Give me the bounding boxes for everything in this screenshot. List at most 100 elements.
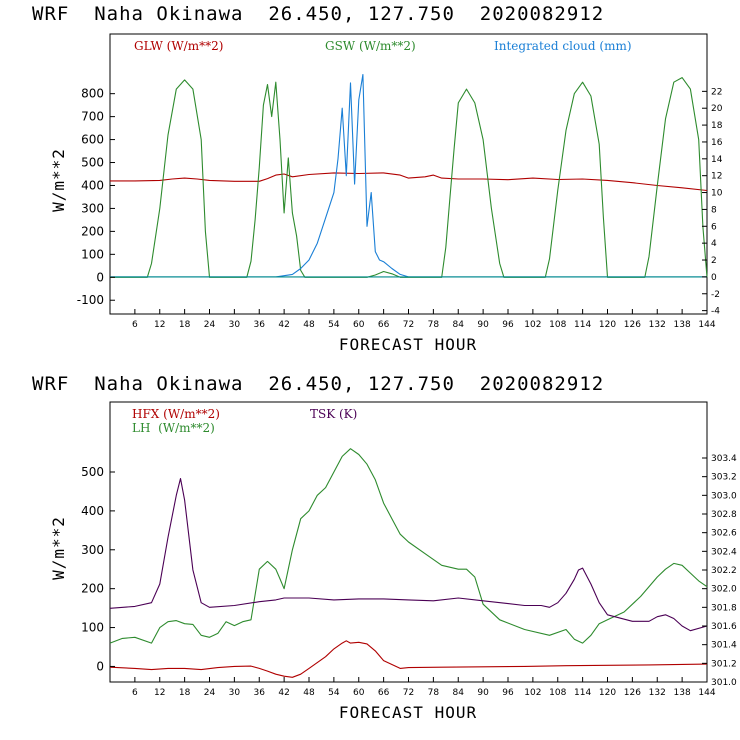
bottom-right-tick-label: 302.8	[711, 510, 737, 520]
top-x-tick-label: 42	[278, 320, 289, 330]
top-y-tick-label: 700	[81, 110, 104, 124]
bottom-x-tick-label: 54	[328, 688, 340, 698]
top-x-tick-label: 66	[378, 320, 390, 330]
bottom-right-tick-label: 301.4	[711, 641, 737, 651]
top-y-tick-label: 200	[81, 224, 104, 238]
bottom-chart-title: WRF Naha Okinawa 26.450, 127.750 2020082…	[32, 373, 604, 395]
legend-lh: LH (W/m**2)	[132, 421, 215, 435]
bottom-x-axis-label: FORECAST HOUR	[339, 703, 477, 722]
bottom-x-tick-label: 66	[378, 688, 390, 698]
top-x-tick-label: 24	[204, 320, 216, 330]
top-right-ticks: -4 -2 0 2 4 6 8 10 12 14 16 18 20 22	[702, 87, 723, 317]
bottom-right-tick-label: 302.6	[711, 529, 737, 539]
top-x-tick-label: 78	[428, 320, 440, 330]
bottom-y-tick-label: 200	[81, 582, 104, 596]
top-y-tick-label: -100	[77, 293, 104, 307]
bottom-x-tick-label: 6	[132, 688, 138, 698]
top-x-tick-label: 102	[524, 320, 541, 330]
top-y-tick-label: 400	[81, 178, 104, 192]
bottom-x-tick-label: 36	[254, 688, 266, 698]
top-series-group	[110, 73, 708, 278]
bottom-x-ticks: 6 12 18 24 30 36 42 48 54 60 66 72 78 84 90 96 102 108 114…	[132, 677, 716, 698]
top-chart-title: WRF Naha Okinawa 26.450, 127.750 2020082…	[32, 3, 604, 25]
top-y-tick-label: 300	[81, 201, 104, 215]
top-x-tick-label: 144	[698, 320, 715, 330]
bottom-y-ticks: 0 100 200 300 400 500	[81, 465, 115, 673]
top-right-tick-label: 12	[711, 172, 722, 182]
bottom-x-tick-label: 42	[278, 688, 289, 698]
bottom-x-tick-label: 30	[229, 688, 241, 698]
bottom-x-tick-label: 144	[698, 688, 715, 698]
bottom-x-tick-label: 18	[179, 688, 191, 698]
top-right-tick-label: 14	[711, 155, 723, 165]
bottom-right-tick-label: 303.0	[711, 491, 737, 501]
top-y-tick-label: 0	[96, 270, 104, 284]
bottom-y-tick-label: 500	[81, 465, 104, 479]
bottom-series-hfx-line	[109, 640, 708, 678]
top-x-tick-label: 120	[599, 320, 616, 330]
top-x-tick-label: 12	[154, 320, 165, 330]
bottom-x-tick-label: 120	[599, 688, 616, 698]
top-x-tick-label: 138	[674, 320, 691, 330]
bottom-right-tick-label: 301.2	[711, 659, 737, 669]
top-right-tick-label: 16	[711, 138, 723, 148]
top-series-integrated-line	[110, 73, 707, 278]
bottom-right-tick-label: 302.0	[711, 585, 737, 595]
bottom-right-ticks: 301.0 301.2 301.4 301.6 301.8 302.0 302.2 302.4…	[702, 454, 737, 688]
legend-integrated-cloud: Integrated cloud (mm)	[494, 39, 632, 53]
top-x-tick-label: 84	[453, 320, 465, 330]
bottom-right-tick-label: 301.8	[711, 603, 737, 613]
top-x-tick-label: 48	[303, 320, 315, 330]
top-y-tick-label: 600	[81, 133, 104, 147]
legend-gsw: GSW (W/m**2)	[325, 39, 416, 53]
bottom-right-tick-label: 301.0	[711, 678, 737, 688]
top-y-tick-label: 800	[81, 87, 104, 101]
top-right-tick-label: 0	[711, 273, 717, 283]
top-y-tick-label: 100	[81, 247, 104, 261]
top-x-tick-label: 108	[549, 320, 566, 330]
legend-glw: GLW (W/m**2)	[134, 39, 223, 53]
top-x-ticks: 6 12 18 24 30 36 42 48 54 60 66 72 78 84 90 96 102 108 114…	[132, 309, 716, 330]
top-right-tick-label: 18	[711, 121, 723, 131]
top-x-tick-label: 60	[353, 320, 365, 330]
bottom-y-tick-label: 0	[96, 659, 104, 673]
bottom-x-tick-label: 102	[524, 688, 541, 698]
top-x-tick-label: 30	[229, 320, 241, 330]
bottom-x-tick-label: 12	[154, 688, 165, 698]
top-right-tick-label: 4	[711, 239, 717, 249]
bottom-x-tick-label: 114	[574, 688, 591, 698]
top-x-tick-label: 36	[254, 320, 266, 330]
bottom-x-tick-label: 126	[624, 688, 641, 698]
bottom-right-tick-label: 303.2	[711, 473, 737, 483]
top-plot-frame	[109, 33, 708, 315]
top-right-tick-label: 20	[711, 104, 723, 114]
bottom-x-tick-label: 60	[353, 688, 365, 698]
top-x-tick-label: 54	[328, 320, 340, 330]
bottom-x-tick-label: 72	[403, 688, 414, 698]
top-x-tick-label: 96	[502, 320, 514, 330]
top-x-axis-label: FORECAST HOUR	[339, 335, 477, 354]
top-x-tick-label: 126	[624, 320, 641, 330]
top-right-tick-label: 2	[711, 256, 717, 266]
top-right-tick-label: 22	[711, 87, 722, 97]
top-x-tick-label: 114	[574, 320, 591, 330]
top-series-glw-line	[110, 172, 708, 192]
bottom-x-tick-label: 132	[649, 688, 666, 698]
top-right-tick-label: 8	[711, 205, 717, 215]
bottom-series-tsk-line	[109, 477, 708, 632]
top-y-ticks: -100 0 100 200 300 400 500 600 700 800	[77, 87, 115, 307]
bottom-x-tick-label: 78	[428, 688, 440, 698]
legend-hfx: HFX (W/m**2)	[132, 407, 220, 421]
bottom-series-group	[109, 448, 708, 678]
bottom-right-tick-label: 301.6	[711, 622, 737, 632]
top-y-axis-label: W/m**2	[49, 148, 68, 212]
top-x-tick-label: 132	[649, 320, 666, 330]
top-x-tick-label: 72	[403, 320, 414, 330]
bottom-y-tick-label: 400	[81, 504, 104, 518]
bottom-y-tick-label: 100	[81, 621, 104, 635]
bottom-x-tick-label: 138	[674, 688, 691, 698]
bottom-x-tick-label: 90	[477, 688, 489, 698]
legend-tsk: TSK (K)	[310, 407, 357, 421]
bottom-right-tick-label: 303.4	[711, 454, 737, 464]
